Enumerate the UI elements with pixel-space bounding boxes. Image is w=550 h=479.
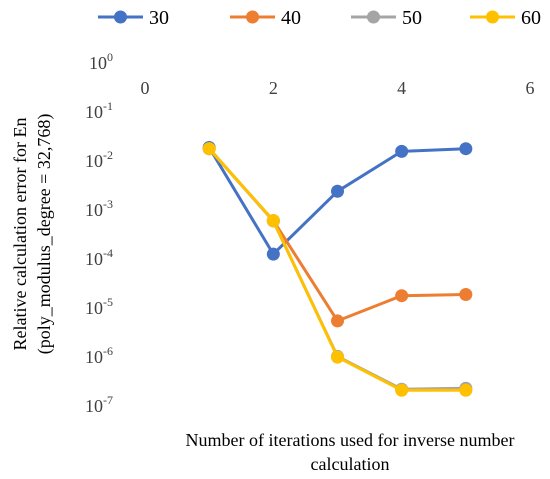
data-point [395,383,409,397]
data-point [266,247,280,261]
y-axis: 100 10-1 10-2 10-3 10-4 10-5 10-6 10-7 [85,50,113,416]
legend-label: 30 [149,7,169,29]
data-point [266,214,280,228]
x-tick-label: 0 [141,78,150,98]
y-tick-label: 10-2 [85,148,113,171]
legend-label: 50 [402,7,422,29]
series-line [207,146,466,256]
legend-item-40: 40 [230,7,301,29]
legend-item-50: 50 [351,7,422,29]
legend-marker-swatch [114,10,127,24]
series-40 [202,142,473,328]
legend-item-30: 30 [98,7,169,29]
legend-item-60: 60 [470,7,541,29]
axis-titles: Number of iterations used for inverse nu… [10,114,514,474]
y-axis-title-line2: (poly_modulus_degree = 32,768) [34,114,55,355]
x-axis-title-line2: calculation [311,454,390,474]
y-tick-label: 10-4 [85,246,113,269]
legend: 30 40 50 60 [98,7,541,29]
legend-marker-swatch [246,10,259,24]
data-point [395,144,409,158]
series-30 [202,140,473,261]
legend-marker-swatch [367,10,380,24]
y-tick-label: 10-6 [85,344,113,367]
x-axis: 0 2 4 6 [141,78,535,98]
series-60 [202,142,473,397]
data-point [331,314,344,328]
x-axis-title-line1: Number of iterations used for inverse nu… [186,430,515,450]
y-axis-title: Relative calculation error for En (poly_m… [10,114,55,355]
series-line [208,147,466,323]
data-point [395,289,409,303]
x-tick-label: 4 [397,78,406,98]
x-tick-label: 2 [269,78,278,98]
series-group [202,140,473,397]
y-axis-title-line1: Relative calculation error for En [10,118,30,351]
data-point [459,142,473,156]
y-tick-label: 10-7 [85,393,113,416]
data-point [331,184,344,198]
y-tick-label: 100 [89,50,113,73]
data-point [331,350,344,364]
data-point [459,287,473,301]
x-tick-label: 6 [526,78,535,98]
data-point [202,142,216,156]
y-tick-label: 10-3 [85,197,113,220]
y-tick-label: 10-5 [85,295,113,318]
y-tick-label: 10-1 [85,99,113,122]
legend-marker-swatch [486,10,499,24]
legend-label: 60 [521,7,541,29]
data-point [459,383,473,397]
legend-label: 40 [281,7,301,29]
